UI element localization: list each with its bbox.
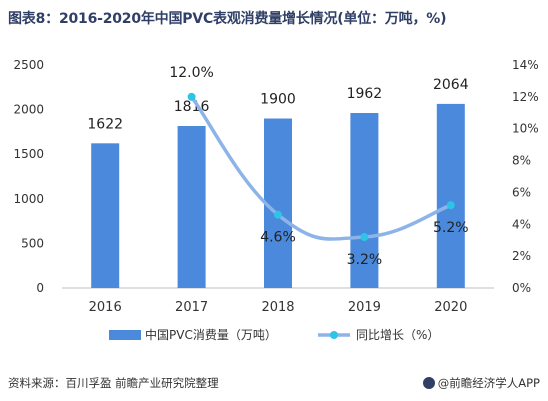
bar-value-label: 1962 <box>347 86 383 102</box>
bar <box>436 103 465 288</box>
growth-point <box>446 201 455 210</box>
bar <box>91 143 120 288</box>
x-tick-label: 2016 <box>89 300 122 315</box>
x-tick-label: 2020 <box>434 300 467 315</box>
y-left-tick-label: 1500 <box>13 147 44 161</box>
x-tick-label: 2018 <box>261 300 294 315</box>
legend-label-bar: 中国PVC消费量（万吨） <box>145 327 277 342</box>
bar-value-label: 1816 <box>174 99 210 115</box>
bar <box>264 118 292 289</box>
bar <box>350 112 379 289</box>
bar-value-label: 1900 <box>260 92 296 108</box>
growth-point <box>274 210 282 219</box>
y-left-tick-label: 2000 <box>13 103 44 117</box>
brand-logo-icon <box>422 377 435 389</box>
brand-label: @前瞻经济学人APP <box>437 376 540 390</box>
growth-value-label: 12.0% <box>169 65 213 81</box>
source-note: 资料来源：百川孚盈 前瞻产业研究院整理 <box>8 376 219 390</box>
growth-point <box>187 92 196 101</box>
growth-point <box>360 233 369 242</box>
y-right-tick-label: 10% <box>512 122 539 136</box>
y-right-tick-label: 6% <box>512 185 531 199</box>
y-right-tick-label: 14% <box>512 58 539 72</box>
growth-value-label: 3.2% <box>347 252 383 268</box>
y-left-tick-label: 1000 <box>13 192 44 206</box>
brand: @前瞻经济学人APP <box>422 375 540 391</box>
legend-label-line: 同比增长（%） <box>356 328 439 342</box>
y-right-tick-label: 2% <box>512 249 531 263</box>
y-left-tick-label: 500 <box>21 236 44 250</box>
y-right-tick-label: 8% <box>512 154 531 168</box>
growth-value-label: 5.2% <box>433 220 469 236</box>
y-left-tick-label: 2500 <box>13 58 44 72</box>
y-right-tick-label: 0% <box>512 281 531 295</box>
y-right-tick-label: 12% <box>512 90 539 104</box>
chart-title: 图表8：2016-2020年中国PVC表观消费量增长情况(单位：万吨，%) <box>8 11 447 27</box>
bar-value-label: 2064 <box>433 77 469 93</box>
legend-marker <box>330 331 338 339</box>
y-right-tick-label: 4% <box>512 217 531 231</box>
bar <box>177 126 206 288</box>
legend-swatch-bar <box>109 330 141 340</box>
x-tick-label: 2017 <box>175 300 208 315</box>
bar-value-label: 1622 <box>87 116 123 132</box>
y-left-tick-label: 0 <box>36 281 44 295</box>
x-tick-label: 2019 <box>348 300 381 315</box>
growth-line <box>189 95 453 241</box>
legend: 中国PVC消费量（万吨） 同比增长（%） <box>109 327 439 342</box>
growth-value-label: 4.6% <box>260 230 296 246</box>
